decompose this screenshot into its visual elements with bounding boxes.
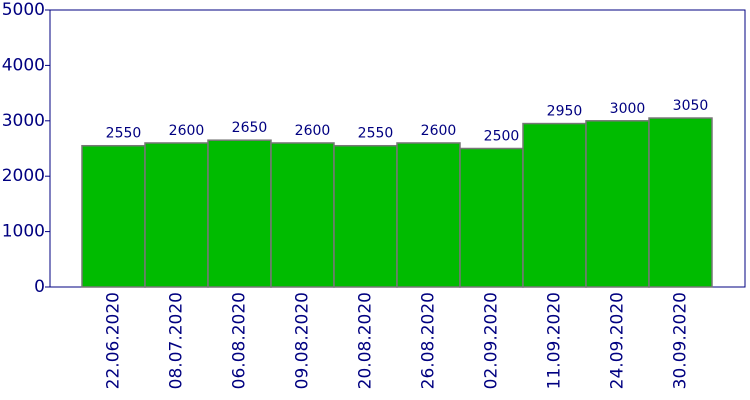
bar — [459, 147, 524, 288]
value-label: 2600 — [169, 123, 205, 139]
bar — [648, 117, 713, 288]
x-tick-label: 22.06.2020 — [104, 292, 124, 389]
bar — [585, 120, 650, 288]
x-tick-label: 20.08.2020 — [356, 292, 376, 389]
bar — [270, 142, 335, 288]
x-tick-label: 09.08.2020 — [293, 292, 313, 389]
value-label: 2950 — [547, 104, 583, 120]
value-label: 3050 — [673, 98, 709, 114]
x-tick-label: 06.08.2020 — [230, 292, 250, 389]
x-tick-label: 30.09.2020 — [671, 292, 691, 389]
bar — [207, 139, 272, 288]
y-tick-label: 5000 — [2, 0, 45, 20]
value-label: 2600 — [295, 123, 331, 139]
y-tick-label: 2000 — [2, 166, 45, 186]
y-tick-label: 3000 — [2, 111, 45, 131]
y-tick-label: 4000 — [2, 55, 45, 75]
value-label: 2550 — [106, 126, 142, 142]
y-tick-label: 1000 — [2, 222, 45, 242]
x-tick-label: 24.09.2020 — [608, 292, 628, 389]
value-label: 3000 — [610, 101, 646, 117]
bar — [522, 122, 587, 288]
bar — [144, 142, 209, 288]
x-tick-label: 26.08.2020 — [419, 292, 439, 389]
value-label: 2650 — [232, 120, 268, 136]
bar — [396, 142, 461, 288]
x-tick-label: 02.09.2020 — [482, 292, 502, 389]
value-label: 2600 — [421, 123, 457, 139]
value-label: 2500 — [484, 129, 520, 145]
y-tick-label: 0 — [34, 277, 45, 297]
x-tick-label: 08.07.2020 — [167, 292, 187, 389]
value-label: 2550 — [358, 126, 394, 142]
bar — [333, 144, 398, 288]
bar — [81, 144, 146, 288]
x-tick-label: 11.09.2020 — [545, 292, 565, 389]
